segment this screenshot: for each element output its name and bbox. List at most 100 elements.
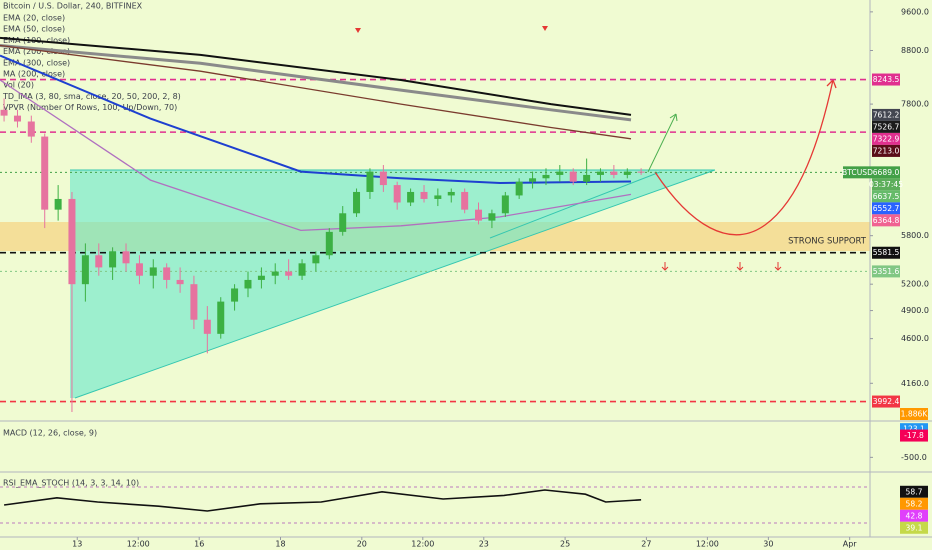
arrow-head (826, 79, 837, 89)
candle-body (353, 191, 361, 214)
candle-body (447, 191, 455, 196)
price-label-box (872, 202, 900, 215)
candle-body (325, 231, 333, 256)
rsi-label-box (900, 509, 928, 522)
candle-body (366, 171, 374, 192)
countdown-label: 03:37:45 (869, 180, 903, 189)
symbol-box (843, 166, 872, 179)
breakout-arrow (647, 113, 677, 173)
price-label: 6689.0 (873, 168, 900, 177)
candle-body (149, 267, 157, 276)
price-label-box (872, 166, 900, 179)
candle-body (41, 136, 49, 210)
legend-entry: EMA (50, close) (3, 25, 65, 34)
candle-body (190, 284, 198, 320)
macd-title: MACD (12, 26, close, 9) (3, 429, 97, 438)
candle-body (244, 279, 252, 289)
x-tick-label: 27 (641, 540, 651, 549)
price-label: 7322.9 (873, 134, 900, 143)
rsi-label: 58.2 (906, 499, 923, 508)
rsi-label: 42.8 (906, 511, 923, 520)
candle-body (339, 213, 347, 232)
price-label: 7526.7 (873, 122, 900, 131)
price-label-box (872, 108, 900, 121)
annotation: STRONG SUPPORT (788, 237, 867, 247)
rsi-line (3, 489, 642, 512)
price-label-box (872, 246, 900, 259)
x-tick-label: 12:00 (696, 540, 719, 549)
candle-body (298, 263, 306, 276)
legend-entry: VPVR (Number Of Rows, 100, Up/Down, 70) (3, 103, 177, 112)
y-tick-label: 4900.0 (901, 306, 929, 315)
candle-body (135, 263, 143, 276)
chart-title: Bitcoin / U.S. Dollar, 240, BITFINEX (3, 2, 143, 11)
macd-label: -17.8 (904, 431, 924, 440)
rsi-label-box (900, 497, 928, 510)
price-label-box (872, 190, 900, 203)
candle-body (109, 251, 117, 268)
legend-entry: EMA (300, close) (3, 58, 70, 67)
candle-body (488, 213, 496, 221)
candle-body (501, 195, 509, 214)
x-tick-label: 30 (763, 540, 773, 549)
symbol-label: BTCUSD (842, 168, 873, 177)
x-tick-label: 23 (479, 540, 489, 549)
x-tick-label: 13 (72, 540, 82, 549)
rsi-label: 58.7 (906, 487, 923, 496)
macd-label-box (900, 429, 928, 442)
candle-body (569, 171, 577, 182)
price-label: 3992.4 (873, 397, 900, 406)
signal-arrows (661, 262, 782, 271)
candle-body (257, 275, 265, 280)
macd-label: 123.1 (903, 425, 925, 434)
x-tick-label: Apr (843, 540, 858, 549)
volume-label: 1.886K (901, 410, 929, 419)
y-tick-label: 4160.0 (901, 379, 929, 388)
indicator-line (0, 79, 632, 232)
legend-entry: EMA (200, close) (3, 47, 70, 56)
candle-body (393, 185, 401, 203)
scenario-curve (654, 79, 834, 236)
candle-body (637, 171, 645, 173)
price-label: 5581.5 (873, 248, 900, 257)
indicator-line (0, 44, 632, 140)
candle-body (231, 288, 239, 302)
candle-body (379, 171, 387, 186)
y-tick-label: 8800.0 (901, 46, 929, 55)
x-tick-label: 20 (357, 540, 367, 549)
price-label-box (872, 265, 900, 278)
price-label: 7213.0 (873, 146, 900, 155)
legend-entry: EMA (20, close) (3, 14, 65, 23)
candle-body (271, 271, 279, 276)
x-tick-label: 16 (194, 540, 204, 549)
price-label: 6637.5 (873, 192, 900, 201)
candle-body (285, 271, 293, 276)
x-tick-label: 18 (275, 540, 285, 549)
y-tick-label: 9600.0 (901, 7, 929, 16)
x-tick-label: 12:00 (127, 540, 150, 549)
y-tick-label: 7800.0 (901, 100, 929, 109)
candle-body (434, 195, 442, 199)
candle-body (27, 121, 35, 137)
candle-body (461, 191, 469, 210)
indicator-line (0, 44, 632, 122)
price-label-box (872, 395, 900, 408)
price-label: 6364.8 (873, 216, 900, 225)
candle-body (95, 255, 103, 268)
x-tick-label: 25 (560, 540, 570, 549)
candle-body (68, 198, 76, 285)
candle-body (54, 198, 62, 210)
candle-body (515, 181, 523, 196)
y-tick-label: 5200.0 (901, 280, 929, 289)
candle-body (529, 178, 537, 182)
indicator-line (0, 36, 632, 116)
rsi-title: RSI_EMA_STOCH (14, 3, 3, 14, 10) (3, 479, 139, 488)
price-label: 6552.7 (873, 204, 900, 213)
candle-body (312, 255, 320, 264)
candle-body (176, 279, 184, 285)
volume-label-box (900, 408, 928, 420)
candle-body (122, 251, 130, 264)
candle-body (0, 109, 8, 116)
